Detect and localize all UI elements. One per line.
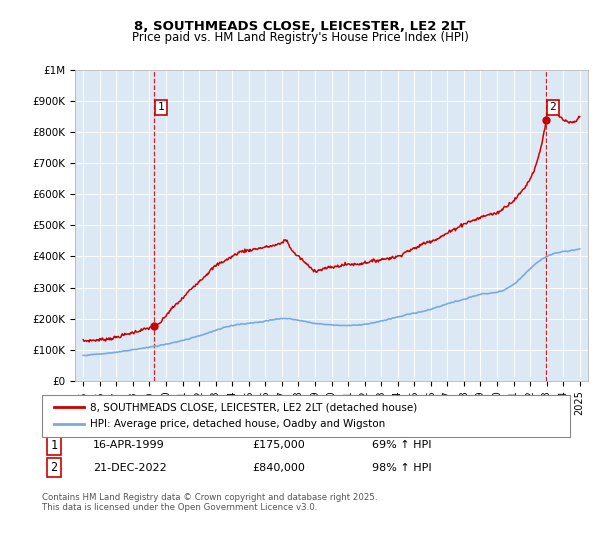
Text: 16-APR-1999: 16-APR-1999	[93, 440, 165, 450]
Text: 1: 1	[158, 102, 164, 113]
Text: 2: 2	[550, 102, 556, 113]
Text: £840,000: £840,000	[252, 463, 305, 473]
Text: £175,000: £175,000	[252, 440, 305, 450]
Text: 21-DEC-2022: 21-DEC-2022	[93, 463, 167, 473]
Text: 69% ↑ HPI: 69% ↑ HPI	[372, 440, 431, 450]
Text: Contains HM Land Registry data © Crown copyright and database right 2025.
This d: Contains HM Land Registry data © Crown c…	[42, 493, 377, 512]
Text: 8, SOUTHMEADS CLOSE, LEICESTER, LE2 2LT (detached house): 8, SOUTHMEADS CLOSE, LEICESTER, LE2 2LT …	[90, 402, 417, 412]
Text: 2: 2	[50, 461, 58, 474]
Text: HPI: Average price, detached house, Oadby and Wigston: HPI: Average price, detached house, Oadb…	[90, 419, 385, 429]
Text: 98% ↑ HPI: 98% ↑ HPI	[372, 463, 431, 473]
Text: Price paid vs. HM Land Registry's House Price Index (HPI): Price paid vs. HM Land Registry's House …	[131, 31, 469, 44]
Text: 1: 1	[50, 438, 58, 452]
Text: 8, SOUTHMEADS CLOSE, LEICESTER, LE2 2LT: 8, SOUTHMEADS CLOSE, LEICESTER, LE2 2LT	[134, 20, 466, 32]
